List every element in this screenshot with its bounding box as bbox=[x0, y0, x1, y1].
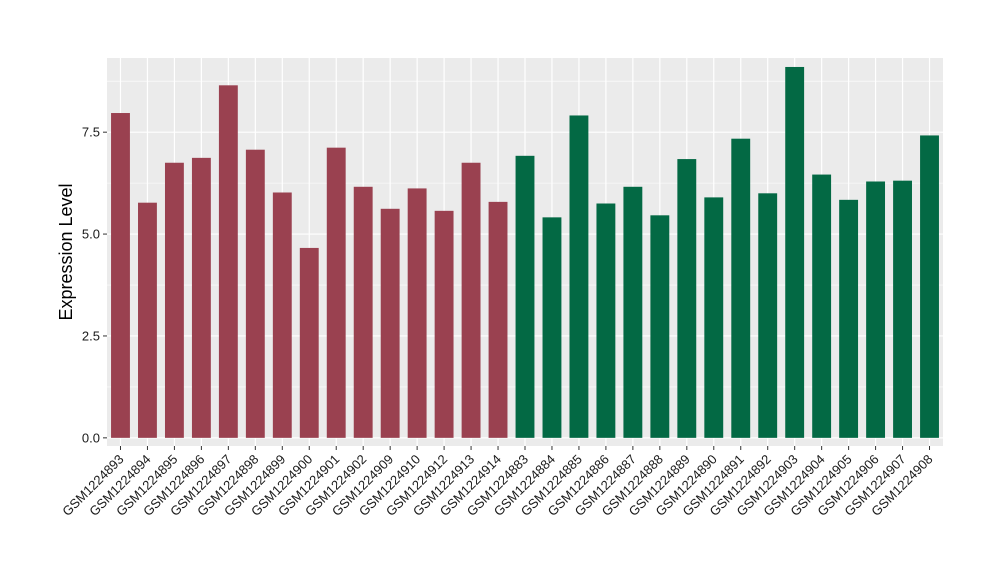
x-axis: GSM1224893GSM1224894GSM1224895GSM1224896… bbox=[59, 446, 936, 519]
bar-gsm1224887 bbox=[623, 186, 643, 438]
bar-gsm1224904 bbox=[812, 174, 832, 438]
bar-gsm1224907 bbox=[893, 180, 912, 438]
bar-gsm1224905 bbox=[839, 199, 859, 438]
bar-gsm1224913 bbox=[461, 162, 481, 438]
bar-gsm1224910 bbox=[407, 188, 427, 438]
y-tick-label: 0.0 bbox=[82, 430, 100, 445]
bar-gsm1224895 bbox=[164, 162, 184, 438]
y-axis: 0.0 2.5 5.0 7.5 bbox=[82, 125, 107, 445]
bar-gsm1224899 bbox=[272, 192, 292, 438]
bar-gsm1224912 bbox=[434, 210, 454, 438]
bar-gsm1224914 bbox=[488, 201, 508, 438]
bar-gsm1224890 bbox=[704, 197, 724, 438]
y-tick-label: 5.0 bbox=[82, 227, 100, 242]
bar-gsm1224883 bbox=[515, 155, 535, 438]
bars bbox=[111, 66, 939, 438]
bar-gsm1224892 bbox=[758, 193, 778, 438]
bar-gsm1224896 bbox=[191, 157, 211, 438]
bar-gsm1224889 bbox=[677, 159, 697, 438]
bar-gsm1224906 bbox=[866, 181, 886, 438]
bar-gsm1224909 bbox=[380, 208, 400, 438]
bar-gsm1224908 bbox=[920, 135, 939, 438]
bar-gsm1224891 bbox=[731, 138, 751, 438]
bar-gsm1224897 bbox=[218, 85, 238, 438]
bar-gsm1224888 bbox=[650, 215, 670, 438]
bar-gsm1224900 bbox=[299, 247, 319, 438]
bar-gsm1224894 bbox=[138, 202, 157, 438]
y-tick-label: 7.5 bbox=[82, 125, 100, 140]
bar-gsm1224893 bbox=[111, 113, 130, 438]
bar-gsm1224903 bbox=[785, 66, 805, 438]
bar-gsm1224885 bbox=[569, 115, 589, 438]
bar-gsm1224901 bbox=[326, 147, 346, 438]
bar-gsm1224902 bbox=[353, 186, 373, 438]
y-axis-title: Expression Level bbox=[56, 183, 76, 320]
bar-gsm1224886 bbox=[596, 203, 616, 438]
bar-gsm1224884 bbox=[542, 217, 562, 438]
bar-gsm1224898 bbox=[245, 149, 265, 438]
y-tick-label: 2.5 bbox=[82, 328, 100, 343]
